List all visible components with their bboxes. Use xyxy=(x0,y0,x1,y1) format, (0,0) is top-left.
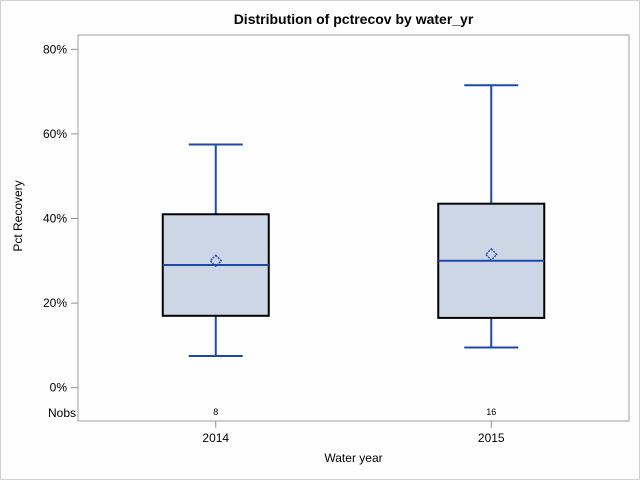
y-tick-label: 20% xyxy=(43,296,67,310)
y-tick-label: 0% xyxy=(50,381,68,395)
plot-frame xyxy=(77,34,630,422)
y-axis-label: Pct Recovery xyxy=(11,180,25,252)
y-tick-label: 40% xyxy=(43,212,67,226)
chart-title: Distribution of pctrecov by water_yr xyxy=(233,11,474,27)
nobs-value-2015: 16 xyxy=(486,407,496,417)
x-axis-label: Water year xyxy=(324,451,383,465)
mean-marker-2014 xyxy=(209,254,223,268)
nobs-row-label: Nobs xyxy=(48,406,76,420)
x-tick-label-2015: 2015 xyxy=(478,431,505,445)
y-tick-label: 60% xyxy=(43,127,67,141)
x-tick-label-2014: 2014 xyxy=(202,431,229,445)
mean-marker-2015 xyxy=(484,247,498,261)
y-tick-label: 80% xyxy=(43,42,67,56)
nobs-value-2014: 8 xyxy=(213,407,218,417)
